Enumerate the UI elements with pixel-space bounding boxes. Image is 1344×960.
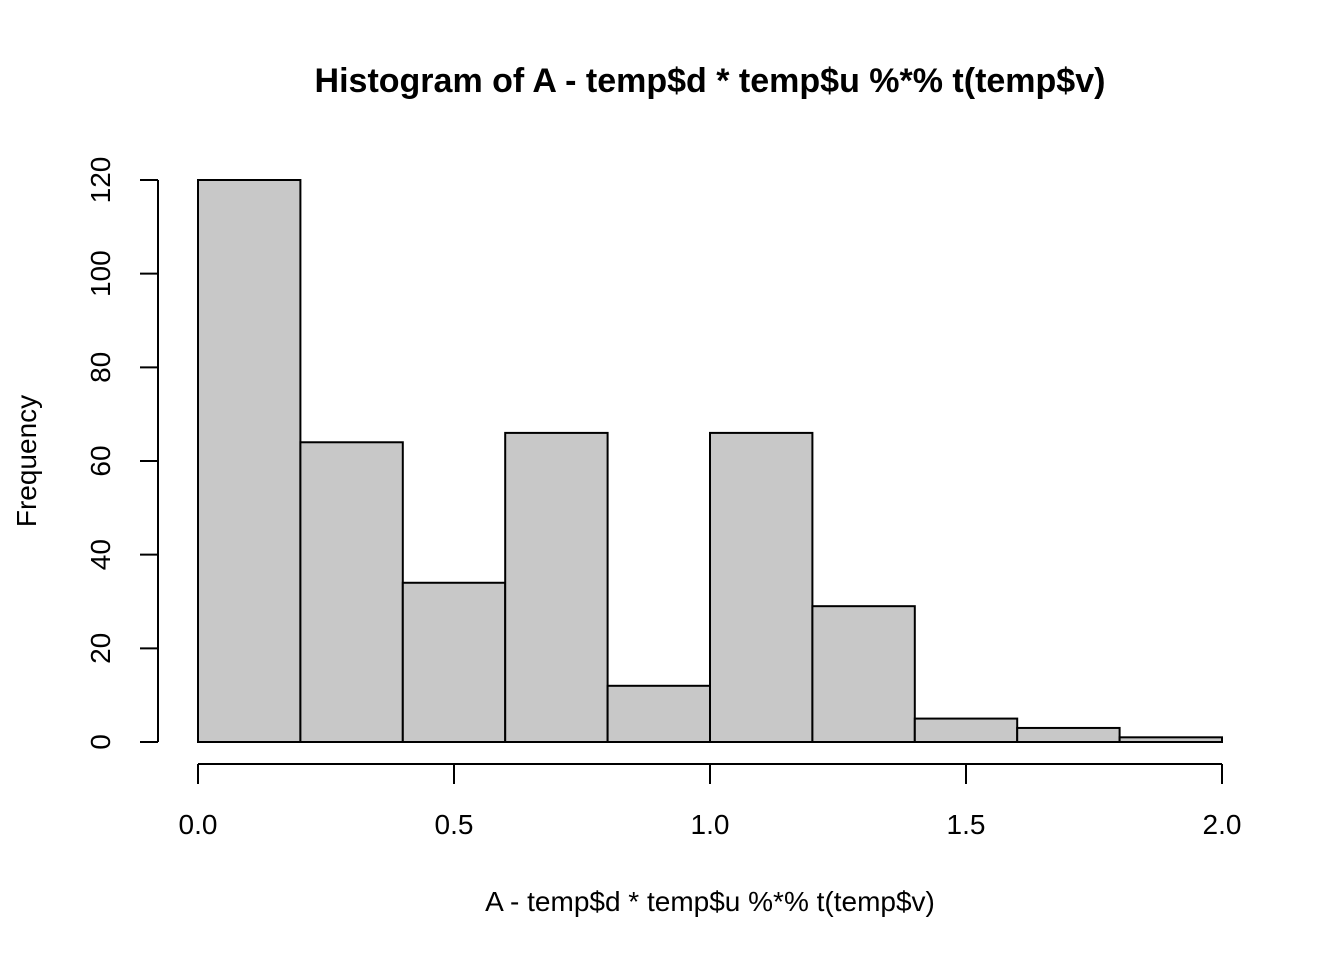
histogram-bar-5 bbox=[709, 431, 814, 743]
y-tick-label: 20 bbox=[85, 633, 116, 664]
x-tick-label: 2.0 bbox=[1203, 809, 1242, 840]
x-tick-label: 0.0 bbox=[179, 809, 218, 840]
x-tick-label: 1.0 bbox=[691, 809, 730, 840]
x-tick-label: 0.5 bbox=[435, 809, 474, 840]
y-tick-label: 100 bbox=[85, 250, 116, 297]
histogram-bar-6 bbox=[811, 605, 916, 744]
x-axis-label: A - temp$d * temp$u %*% t(temp$v) bbox=[485, 886, 935, 917]
y-tick-label: 80 bbox=[85, 352, 116, 383]
histogram-bar-8 bbox=[1016, 726, 1121, 744]
bars-group bbox=[197, 179, 1223, 744]
y-tick-label: 0 bbox=[85, 734, 116, 750]
chart-title: Histogram of A - temp$d * temp$u %*% t(t… bbox=[315, 62, 1106, 100]
x-tick-label: 1.5 bbox=[947, 809, 986, 840]
histogram-bar-0 bbox=[197, 179, 302, 743]
histogram-bar-2 bbox=[401, 581, 507, 743]
y-tick-label: 40 bbox=[85, 539, 116, 570]
y-axis-label: Frequency bbox=[11, 395, 42, 527]
histogram-bar-1 bbox=[299, 441, 404, 743]
histogram-bar-9 bbox=[1118, 736, 1223, 743]
y-axis: 0 20 40 60 80 100 120 bbox=[85, 157, 159, 750]
histogram-bar-3 bbox=[504, 431, 609, 743]
histogram-bar-7 bbox=[913, 717, 1019, 743]
x-axis: 0.0 0.5 1.0 1.5 2.0 bbox=[179, 763, 1242, 840]
histogram-bar-4 bbox=[606, 684, 711, 743]
y-tick-label: 60 bbox=[85, 445, 116, 476]
y-tick-label: 120 bbox=[85, 157, 116, 204]
